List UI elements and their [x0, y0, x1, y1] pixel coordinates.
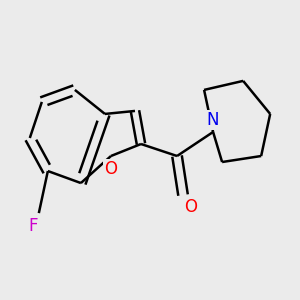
- Text: O: O: [104, 160, 117, 178]
- Text: N: N: [207, 111, 219, 129]
- Text: O: O: [184, 198, 197, 216]
- Text: F: F: [28, 217, 38, 235]
